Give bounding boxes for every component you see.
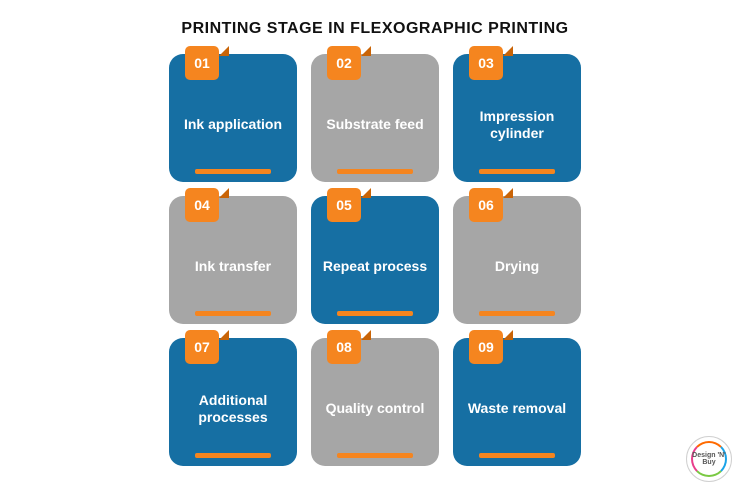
card-underline — [195, 311, 271, 316]
stage-number-badge: 09 — [469, 330, 503, 364]
card-underline — [479, 311, 555, 316]
stage-card: 08Quality control — [311, 338, 439, 466]
stage-card: 07Additional processes — [169, 338, 297, 466]
stage-label: Quality control — [316, 400, 435, 418]
stage-label: Ink application — [174, 116, 292, 134]
card-underline — [337, 169, 413, 174]
badge-fold-icon — [503, 46, 513, 56]
badge-fold-icon — [361, 188, 371, 198]
logo-text: Design 'N' Buy — [687, 452, 731, 466]
stage-card: 09Waste removal — [453, 338, 581, 466]
stage-number-badge: 01 — [185, 46, 219, 80]
stage-number-badge: 06 — [469, 188, 503, 222]
card-underline — [195, 169, 271, 174]
stage-number-badge: 04 — [185, 188, 219, 222]
badge-fold-icon — [503, 330, 513, 340]
stage-label: Waste removal — [458, 400, 576, 418]
badge-fold-icon — [361, 330, 371, 340]
stage-card: 06Drying — [453, 196, 581, 324]
badge-fold-icon — [219, 46, 229, 56]
stage-card: 03Impression cylinder — [453, 54, 581, 182]
stage-number-badge: 08 — [327, 330, 361, 364]
badge-fold-icon — [361, 46, 371, 56]
badge-fold-icon — [219, 330, 229, 340]
stage-card: 05Repeat process — [311, 196, 439, 324]
stage-card: 04Ink transfer — [169, 196, 297, 324]
card-underline — [337, 311, 413, 316]
stage-label: Impression cylinder — [453, 108, 581, 143]
brand-logo: Design 'N' Buy — [686, 436, 732, 482]
stage-number-badge: 03 — [469, 46, 503, 80]
stage-number-badge: 02 — [327, 46, 361, 80]
stage-number-badge: 07 — [185, 330, 219, 364]
stage-label: Ink transfer — [185, 258, 281, 276]
stage-number-badge: 05 — [327, 188, 361, 222]
page-title: PRINTING STAGE IN FLEXOGRAPHIC PRINTING — [181, 20, 568, 38]
card-underline — [479, 169, 555, 174]
stage-label: Repeat process — [313, 258, 437, 276]
stage-label: Drying — [485, 258, 549, 276]
card-underline — [479, 453, 555, 458]
badge-fold-icon — [219, 188, 229, 198]
infographic-container: PRINTING STAGE IN FLEXOGRAPHIC PRINTING … — [0, 0, 750, 500]
stage-label: Substrate feed — [316, 116, 433, 134]
card-grid: 01Ink application02Substrate feed03Impre… — [169, 54, 581, 466]
card-underline — [195, 453, 271, 458]
card-underline — [337, 453, 413, 458]
stage-card: 02Substrate feed — [311, 54, 439, 182]
stage-card: 01Ink application — [169, 54, 297, 182]
badge-fold-icon — [503, 188, 513, 198]
stage-label: Additional processes — [169, 392, 297, 427]
